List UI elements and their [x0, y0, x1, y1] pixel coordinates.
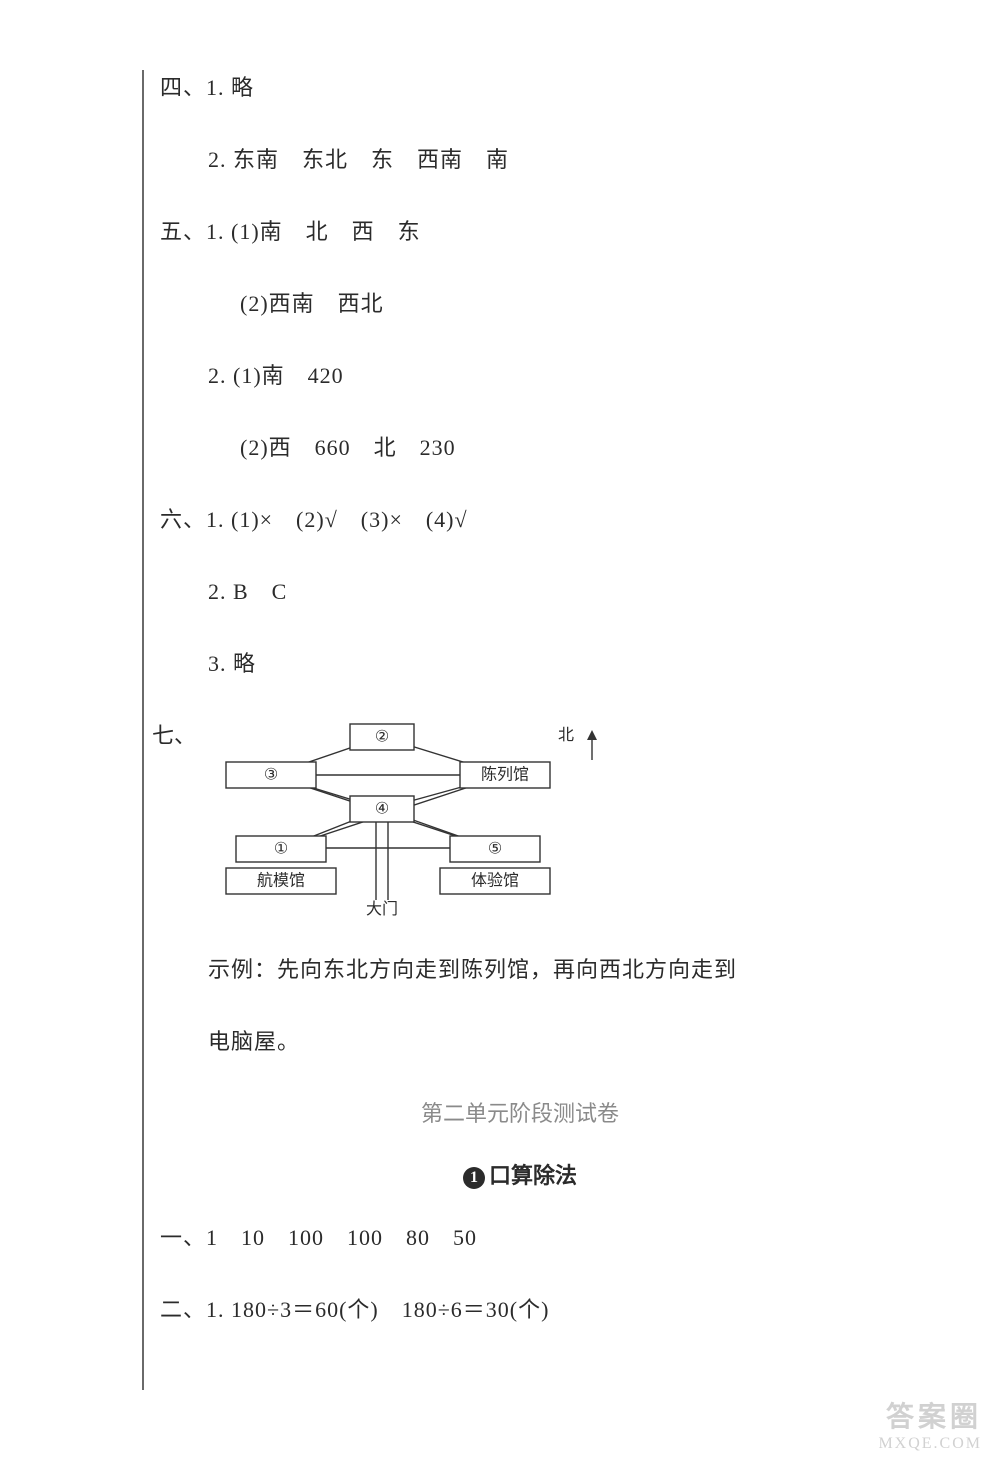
answer-4-1: 四、1. 略 [160, 70, 880, 102]
svg-text:②: ② [374, 729, 388, 746]
sub-section-title: 1口算除法 [160, 1158, 880, 1190]
watermark-line1: 答案圈 [878, 1395, 982, 1435]
watermark-line2: MXQE.COM [878, 1435, 982, 1453]
answer-6-2: 2. B C [160, 574, 880, 606]
page-content: 四、1. 略 2. 东南 东北 东 西南 南 五、1. (1)南 北 西 东 (… [160, 70, 880, 1324]
watermark: 答案圈 MXQE.COM [878, 1395, 982, 1453]
section-title: 第二单元阶段测试卷 [160, 1096, 880, 1128]
svg-text:④: ④ [374, 801, 388, 818]
svg-text:陈列馆: 陈列馆 [481, 766, 529, 784]
svg-text:⑤: ⑤ [487, 841, 501, 858]
left-vertical-rule [142, 70, 144, 1390]
svg-text:北: 北 [558, 726, 574, 744]
answer-7-label: 七、 [152, 723, 196, 748]
q7-row: 七、 ② ③ 陈列馆 ④ ① ⑤ 航模馆 体验馆大门 北 [152, 718, 880, 924]
answer-5-1-1: 五、1. (1)南 北 西 东 [160, 214, 880, 246]
svg-text:体验馆: 体验馆 [471, 872, 519, 890]
svg-text:③: ③ [263, 767, 277, 784]
svg-text:①: ① [273, 841, 287, 858]
answer-6-3: 3. 略 [160, 646, 880, 678]
circle-number-icon: 1 [463, 1167, 485, 1189]
q7-diagram: ② ③ 陈列馆 ④ ① ⑤ 航模馆 体验馆大门 北 [202, 718, 622, 924]
answer-5-2-1: 2. (1)南 420 [160, 358, 880, 390]
sub-title-text: 口算除法 [489, 1163, 577, 1188]
answer-7-example-1: 示例：先向东北方向走到陈列馆，再向西北方向走到 [160, 952, 880, 984]
answer-5-1-2: (2)西南 西北 [160, 286, 880, 318]
diagram-svg: ② ③ 陈列馆 ④ ① ⑤ 航模馆 体验馆大门 北 [202, 718, 622, 918]
svg-text:大门: 大门 [366, 900, 398, 918]
answer-5-2-2: (2)西 660 北 230 [160, 430, 880, 462]
svg-text:航模馆: 航模馆 [257, 872, 305, 890]
answer-7-example-2: 电脑屋。 [160, 1024, 880, 1056]
answer-sec2-1: 一、1 10 100 100 80 50 [160, 1220, 880, 1252]
answer-sec2-2: 二、1. 180÷3＝60(个) 180÷6＝30(个) [160, 1292, 880, 1324]
answer-4-2: 2. 东南 东北 东 西南 南 [160, 142, 880, 174]
answer-6-1: 六、1. (1)× (2)√ (3)× (4)√ [160, 502, 880, 534]
